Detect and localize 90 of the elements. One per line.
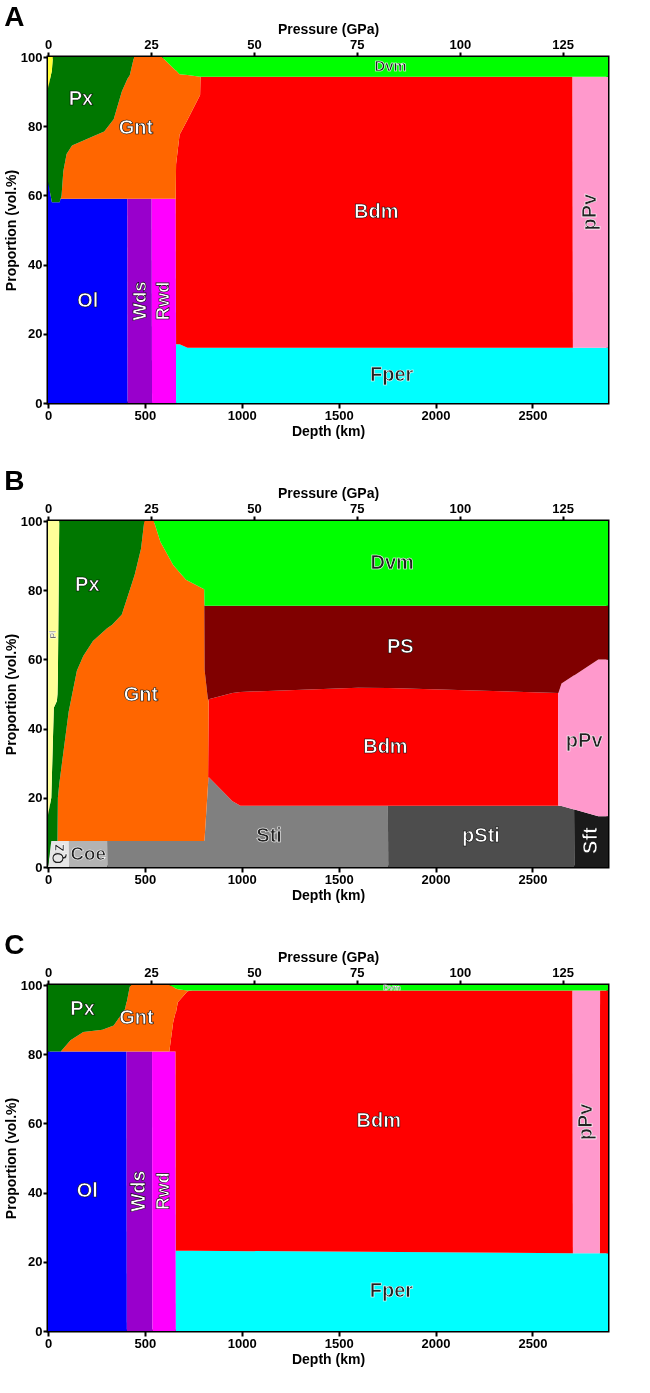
y-tick-label: 0 (35, 1323, 43, 1339)
y-axis-title: Proportion (vol.%) (2, 1097, 19, 1220)
series-label: Gnt (123, 683, 159, 705)
y-tick-label: 60 (28, 651, 43, 667)
y-tick-label: 40 (28, 257, 43, 273)
x-tick-label: 2000 (421, 1335, 451, 1351)
series-label: Wds (128, 281, 150, 321)
series-label: Dvm (370, 551, 414, 574)
series-label: Wds (127, 1170, 150, 1212)
x2-axis-title: Pressure (GPa) (277, 948, 380, 965)
y-tick-label: 20 (28, 326, 43, 342)
series-label: pPv (574, 1102, 597, 1141)
chart-title: C (4, 929, 25, 960)
y-tick-label: 20 (28, 790, 43, 806)
x2-tick-label: 25 (144, 964, 159, 980)
x2-axis-title: Pressure (GPa) (277, 484, 380, 501)
series-label: Bdm (363, 734, 408, 757)
x-tick-label: 1500 (324, 871, 354, 887)
x2-tick-label: 50 (247, 500, 262, 516)
y-tick-label: 100 (20, 513, 43, 529)
chart-title: B (4, 465, 25, 496)
chart-title: A (4, 1, 25, 32)
y-tick-label: 80 (28, 1046, 43, 1062)
series-label: pPv (565, 728, 604, 751)
series-label: Rwd (152, 1172, 173, 1211)
y-tick-label: 40 (28, 1185, 43, 1201)
x-tick-label: 1000 (227, 407, 257, 423)
series-label: Rwd (151, 281, 173, 321)
x-tick-label: 2000 (421, 871, 451, 887)
y-axis-title: Proportion (vol.%) (2, 169, 19, 292)
x2-tick-label: 25 (144, 500, 159, 516)
y-tick-label: 0 (35, 395, 43, 411)
x2-tick-label: 100 (449, 36, 472, 52)
x2-tick-label: 125 (552, 500, 575, 516)
series-label: pSti (462, 824, 500, 847)
series-label: PS (386, 635, 414, 658)
x2-tick-label: 75 (350, 964, 365, 980)
series-label: Sft (578, 826, 601, 854)
y-tick-label: 20 (28, 1254, 43, 1270)
series-label: Bdm (354, 200, 399, 223)
x-tick-label: 500 (134, 1335, 157, 1351)
x-tick-label: 1000 (227, 871, 257, 887)
y-tick-label: 40 (28, 721, 43, 737)
x-tick-label: 1500 (324, 1335, 354, 1351)
series-label: Bdm (356, 1109, 402, 1132)
series-label: pPv (578, 192, 601, 231)
series-label: Ol (76, 1179, 98, 1202)
x-axis-title: Depth (km) (291, 1350, 366, 1367)
y-axis-title: Proportion (vol.%) (2, 633, 19, 756)
series-label: Gnt (119, 1006, 154, 1029)
series-label: Fper (369, 1279, 414, 1302)
x-tick-label: 1500 (324, 407, 354, 423)
x2-tick-label: 50 (247, 36, 262, 52)
series-label: Px (68, 87, 94, 110)
x2-tick-label: 125 (552, 964, 575, 980)
x-tick-label: 2500 (518, 1335, 548, 1351)
x2-tick-label: 25 (144, 36, 159, 52)
series-label: Fper (370, 363, 414, 386)
series-label: Qz (50, 843, 68, 865)
x2-axis-title: Pressure (GPa) (277, 20, 380, 37)
y-tick-label: 80 (28, 118, 43, 134)
x2-tick-label: 75 (350, 500, 365, 516)
series-label: Dvm (374, 57, 407, 74)
x2-tick-label: 50 (247, 964, 262, 980)
series-label: Pl (47, 630, 58, 639)
x2-tick-label: 75 (350, 36, 365, 52)
y-tick-label: 80 (28, 582, 43, 598)
x-tick-label: 1000 (227, 1335, 257, 1351)
x2-tick-label: 100 (449, 500, 472, 516)
series-label: Px (70, 996, 95, 1019)
x-axis-title: Depth (km) (291, 886, 366, 903)
x2-tick-label: 125 (552, 36, 575, 52)
series-label: Coe (70, 843, 106, 865)
y-tick-label: 60 (28, 187, 43, 203)
series-label: Dvm (383, 982, 401, 992)
series-label: Gnt (118, 115, 154, 138)
y-tick-label: 100 (20, 977, 43, 993)
series-label: Px (75, 573, 100, 596)
x2-tick-label: 100 (449, 964, 472, 980)
x-tick-label: 500 (134, 407, 157, 423)
y-tick-label: 60 (28, 1115, 43, 1131)
y-tick-label: 0 (35, 859, 43, 875)
x-tick-label: 2000 (421, 407, 451, 423)
series-label: Sti (256, 824, 282, 847)
x-tick-label: 2500 (518, 407, 548, 423)
x-axis-title: Depth (km) (291, 422, 366, 439)
x-tick-label: 500 (134, 871, 157, 887)
x-tick-label: 2500 (518, 871, 548, 887)
series-label: Ol (77, 288, 99, 311)
y-tick-label: 100 (20, 49, 43, 65)
